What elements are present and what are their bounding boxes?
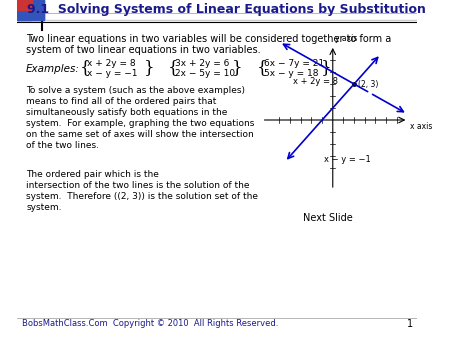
Text: To solve a system (such as the above examples): To solve a system (such as the above exa… <box>26 86 245 95</box>
Text: }: } <box>144 59 154 76</box>
Text: 6x − 7y = 21: 6x − 7y = 21 <box>264 59 324 69</box>
Text: BobsMathClass.Com  Copyright © 2010  All Rights Reserved.: BobsMathClass.Com Copyright © 2010 All R… <box>22 319 278 329</box>
Text: simultaneously satisfy both equations in the: simultaneously satisfy both equations in… <box>26 108 228 117</box>
Text: of the two lines.: of the two lines. <box>26 141 99 150</box>
Text: Examples:: Examples: <box>26 64 80 74</box>
Text: system.: system. <box>26 203 62 212</box>
Text: x + 2y = 8: x + 2y = 8 <box>293 77 338 87</box>
Text: 1: 1 <box>407 319 413 329</box>
Text: system.  Therefore ((2, 3)) is the solution set of the: system. Therefore ((2, 3)) is the soluti… <box>26 192 258 201</box>
Text: 3x + 2y = 6: 3x + 2y = 6 <box>176 59 230 69</box>
Text: 2x − 5y = 10: 2x − 5y = 10 <box>176 70 236 78</box>
Text: {: { <box>168 59 179 76</box>
Text: x + 2y = 8: x + 2y = 8 <box>86 59 135 69</box>
Text: x axis: x axis <box>410 122 432 131</box>
Text: {: { <box>257 59 268 76</box>
Text: Two linear equations in two variables will be considered together to form a: Two linear equations in two variables wi… <box>26 34 392 44</box>
Text: 9.1  Solving Systems of Linear Equations by Substitution: 9.1 Solving Systems of Linear Equations … <box>27 2 426 16</box>
Text: x − y = −1: x − y = −1 <box>86 70 137 78</box>
Text: (2, 3): (2, 3) <box>358 79 378 89</box>
Text: The ordered pair which is the: The ordered pair which is the <box>26 170 159 179</box>
Text: on the same set of axes will show the intersection: on the same set of axes will show the in… <box>26 130 254 139</box>
Text: x − y = −1: x − y = −1 <box>324 155 371 165</box>
Text: Next Slide: Next Slide <box>303 213 353 223</box>
Text: 5x − y = 18: 5x − y = 18 <box>264 70 319 78</box>
Text: }: } <box>232 59 243 76</box>
Text: intersection of the two lines is the solution of the: intersection of the two lines is the sol… <box>26 181 250 190</box>
Text: means to find all of the ordered pairs that: means to find all of the ordered pairs t… <box>26 97 216 106</box>
Text: }: } <box>321 59 332 76</box>
Bar <box>17 0 44 20</box>
Text: {: { <box>80 59 90 76</box>
Text: system of two linear equations in two variables.: system of two linear equations in two va… <box>26 45 261 55</box>
Text: y axis: y axis <box>335 34 358 43</box>
Polygon shape <box>17 0 32 10</box>
Bar <box>17 10 31 20</box>
Polygon shape <box>17 0 44 20</box>
Text: system.  For example, graphing the two equations: system. For example, graphing the two eq… <box>26 119 255 128</box>
